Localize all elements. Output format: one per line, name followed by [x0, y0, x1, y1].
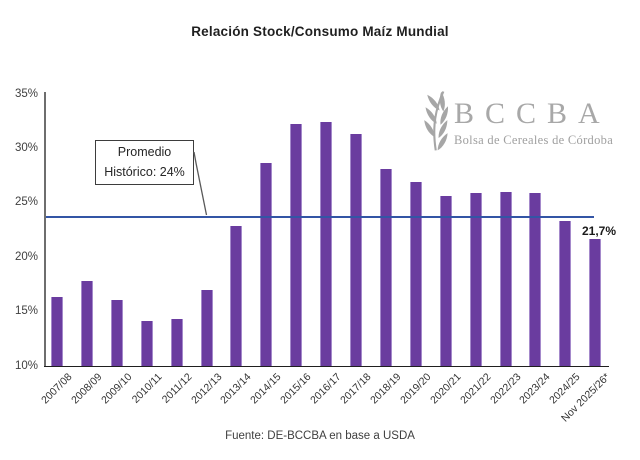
y-tick-label: 30% [14, 141, 38, 154]
average-callout-box: Promedio Histórico: 24% [95, 140, 194, 185]
bar-2008-09 [80, 281, 93, 366]
bar-2009-10 [110, 299, 123, 366]
bar-2024-25 [559, 221, 572, 366]
y-tick-label: 15% [14, 305, 38, 318]
final-value-label: 21,7% [581, 224, 617, 238]
y-tick-label: 20% [14, 250, 38, 263]
y-axis-line [44, 92, 46, 367]
bar-2021-22 [469, 193, 482, 366]
callout-line-2: Histórico: 24% [104, 165, 185, 179]
bar-2017-18 [350, 134, 362, 366]
bccba-acronym: BCCBA [454, 97, 611, 130]
y-tick-label: 25% [14, 196, 38, 209]
y-tick-label: 10% [14, 359, 38, 372]
bccba-logo: BCCBA Bolsa de Cereales de Córdoba [412, 86, 613, 154]
average-line [46, 215, 594, 219]
bar-2019-20 [409, 182, 422, 366]
bar-nov-2025-26- [589, 238, 602, 366]
bccba-subtitle: Bolsa de Cereales de Córdoba [454, 133, 614, 147]
bar-2015-16 [290, 124, 303, 366]
callout-line-1: Promedio [117, 145, 172, 159]
bar-2010-11 [140, 321, 153, 366]
x-axis-line [44, 365, 609, 368]
bar-2014-15 [260, 162, 273, 366]
bar-2023-24 [529, 193, 542, 366]
wheat-spike-icon [422, 91, 450, 152]
bar-2012-13 [200, 289, 213, 366]
bar-2011-12 [170, 319, 183, 366]
bar-2018-19 [379, 169, 392, 366]
bar-2022-23 [499, 191, 512, 366]
bar-2013-14 [230, 225, 243, 366]
chart-title: Relación Stock/Consumo Maíz Mundial [191, 24, 449, 39]
footer-source: Fuente: DE-BCCBA en base a USDA [225, 430, 415, 442]
y-tick-label: 35% [14, 87, 38, 100]
bar-2007-08 [51, 297, 63, 366]
bar-2016-17 [320, 122, 333, 366]
bar-2020-21 [439, 196, 452, 366]
